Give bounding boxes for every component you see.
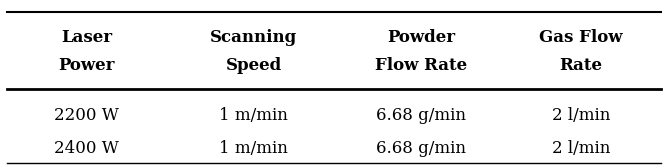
Text: Laser: Laser — [61, 29, 112, 47]
Text: Scanning: Scanning — [210, 29, 297, 47]
Text: Flow Rate: Flow Rate — [375, 57, 467, 75]
Text: 2200 W: 2200 W — [54, 107, 120, 124]
Text: 1 m/min: 1 m/min — [219, 107, 289, 124]
Text: Power: Power — [59, 57, 115, 75]
Text: 2 l/min: 2 l/min — [552, 107, 611, 124]
Text: 1 m/min: 1 m/min — [219, 140, 289, 157]
Text: Powder: Powder — [387, 29, 455, 47]
Text: 6.68 g/min: 6.68 g/min — [376, 140, 466, 157]
Text: 2400 W: 2400 W — [54, 140, 120, 157]
Text: Speed: Speed — [226, 57, 282, 75]
Text: 2 l/min: 2 l/min — [552, 140, 611, 157]
Text: Rate: Rate — [560, 57, 603, 75]
Text: 6.68 g/min: 6.68 g/min — [376, 107, 466, 124]
Text: Gas Flow: Gas Flow — [540, 29, 623, 47]
